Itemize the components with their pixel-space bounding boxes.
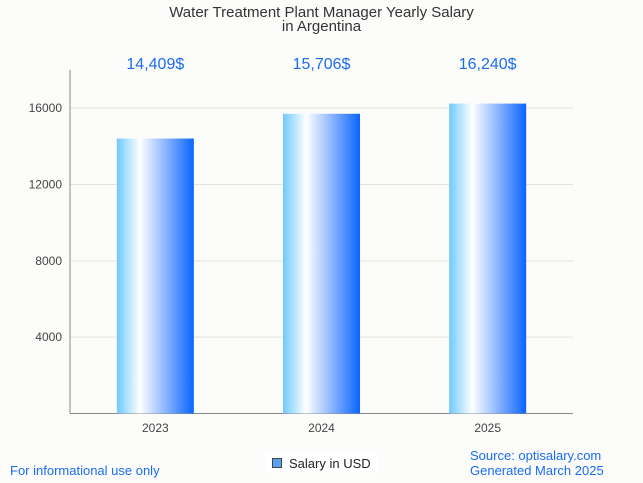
bar-2025: [449, 103, 527, 414]
data-label: 16,240$: [459, 56, 517, 73]
y-tick-label: 4000: [35, 330, 62, 344]
legend[interactable]: Salary in USD: [266, 453, 378, 473]
bar-2024: [283, 113, 360, 414]
chart-subtitle: in Argentina: [281, 18, 362, 35]
y-tick-label: 16000: [29, 101, 63, 115]
x-tick-label: 2024: [308, 421, 335, 435]
x-tick-label: 2023: [142, 421, 169, 435]
data-label: 15,706$: [293, 56, 351, 73]
x-tick-label: 2025: [474, 421, 501, 435]
y-tick-label: 12000: [29, 178, 63, 192]
bar-2023: [116, 138, 194, 414]
generated-date: Generated March 2025: [470, 463, 604, 478]
disclaimer: For informational use only: [10, 463, 160, 478]
chart-title: Water Treatment Plant Manager Yearly Sal…: [169, 4, 474, 21]
source-link[interactable]: Source: optisalary.com: [470, 448, 602, 463]
y-tick-label: 8000: [35, 254, 62, 268]
legend-label: Salary in USD: [289, 455, 371, 471]
data-label: 14,409$: [126, 56, 184, 73]
legend-swatch: [272, 458, 282, 468]
